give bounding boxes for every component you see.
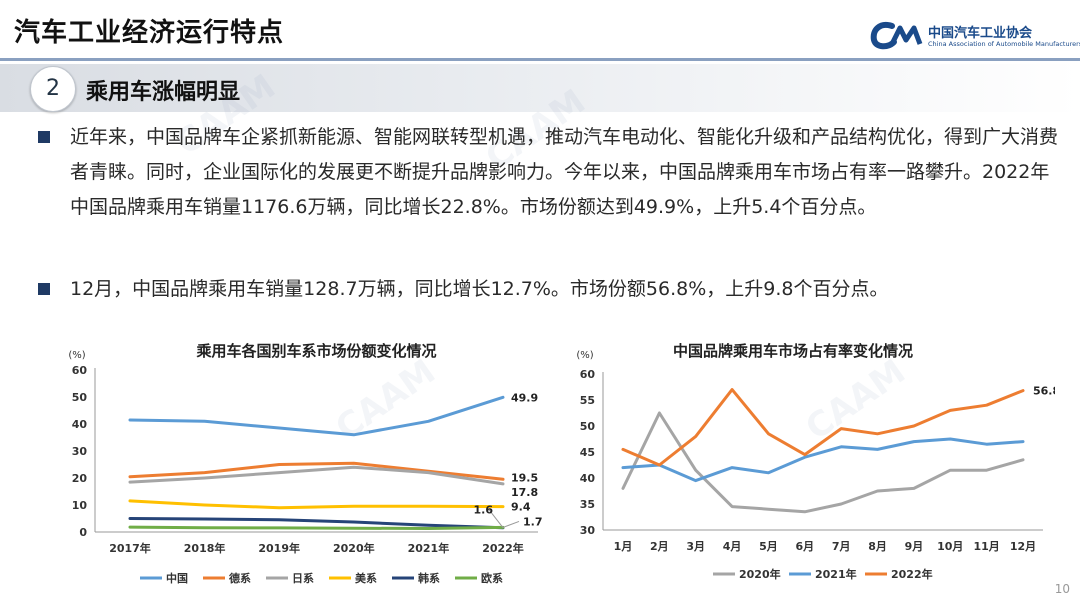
x-tick-label: 2018年	[184, 541, 226, 555]
x-tick-label: 6月	[795, 540, 814, 553]
series-line-欧系	[128, 525, 505, 530]
legend-item: 2020年	[739, 567, 781, 581]
logo-name-cn: 中国汽车工业协会	[928, 26, 1033, 41]
legend-item: 美系	[355, 571, 377, 585]
legend-item: 中国	[166, 571, 188, 585]
legend-item: 韩系	[418, 571, 440, 585]
data-label: 1.7	[523, 515, 543, 528]
section-number: 2	[30, 66, 76, 112]
data-label-leader	[488, 509, 504, 528]
section-title: 乘用车涨幅明显	[86, 80, 241, 105]
title-bar: 汽车工业经济运行特点 中国汽车工业协会 China Association of…	[0, 0, 1080, 62]
x-tick-label: 2019年	[258, 541, 300, 555]
bullet-paragraph-2: 12月，中国品牌乘用车销量128.7万辆，同比增长12.7%。市场份额56.8%…	[70, 278, 889, 300]
y-tick-label: 55	[580, 394, 595, 407]
x-tick-label: 9月	[905, 540, 924, 553]
series-line-美系	[128, 499, 505, 510]
x-tick-label: 10月	[937, 540, 963, 553]
axis-unit-label: (%)	[68, 350, 85, 361]
x-tick-label: 12月	[1010, 540, 1036, 553]
series-line-2020年	[621, 411, 1025, 514]
brand-share-chart: 乘用车各国别车系市场份额变化情况 (%) 0 10 20 30 40 50 60 2017年 201…	[68, 342, 543, 585]
title-divider	[0, 58, 1080, 61]
x-tick-label: 2017年	[109, 541, 151, 555]
caam-logo: 中国汽车工业协会 China Association of Automobile…	[870, 20, 1080, 56]
legend-item: 2022年	[891, 567, 933, 581]
y-tick-label: 30	[580, 524, 596, 537]
y-tick-label: 10	[72, 499, 88, 512]
y-tick-label: 40	[580, 472, 596, 485]
page-number: 10	[1054, 582, 1070, 596]
legend-item: 欧系	[481, 571, 503, 585]
logo-name-en: China Association of Automobile Manufact…	[928, 40, 1080, 48]
legend-item: 2021年	[815, 567, 857, 581]
series-line-日系	[128, 465, 505, 486]
axis-unit-label: (%)	[576, 350, 593, 361]
x-tick-label: 8月	[868, 540, 887, 553]
legend-item: 德系	[228, 571, 251, 585]
data-label: 56.8	[1033, 385, 1055, 398]
y-tick-label: 40	[72, 418, 88, 431]
x-tick-label: 1月	[614, 540, 633, 553]
bullet-marker	[38, 283, 50, 295]
x-tick-label: 11月	[973, 540, 999, 553]
legend-item: 日系	[292, 571, 314, 585]
caam-logo-icon	[870, 22, 923, 50]
data-label: 49.9	[511, 391, 538, 404]
chart-title: 乘用车各国别车系市场份额变化情况	[195, 342, 436, 360]
chart-title: 中国品牌乘用车市场占有率变化情况	[673, 342, 913, 360]
x-tick-label: 4月	[723, 540, 742, 553]
x-tick-label: 7月	[832, 540, 851, 553]
y-tick-label: 50	[580, 420, 596, 433]
series-line-德系	[128, 461, 505, 481]
y-tick-label: 60	[580, 368, 596, 381]
x-tick-label: 2021年	[408, 541, 450, 555]
x-tick-label: 2月	[650, 540, 669, 553]
bullet-paragraph-1: 近年来，中国品牌车企紧抓新能源、智能网联转型机遇，推动汽车电动化、智能化升级和产…	[70, 126, 1059, 218]
x-tick-label: 5月	[759, 540, 778, 553]
y-tick-label: 50	[72, 391, 88, 404]
y-tick-label: 60	[72, 364, 88, 377]
bullet-marker	[38, 131, 50, 143]
data-label: 1.6	[474, 504, 494, 517]
data-label-leader	[502, 520, 520, 528]
series-line-2022年	[621, 388, 1025, 467]
data-label: 17.8	[511, 486, 538, 499]
y-tick-label: 45	[580, 446, 595, 459]
y-tick-label: 20	[72, 472, 88, 485]
series-line-2021年	[621, 437, 1025, 483]
x-tick-label: 2022年	[482, 541, 524, 555]
y-tick-label: 35	[580, 498, 595, 511]
y-tick-label: 30	[72, 445, 88, 458]
x-tick-label: 2020年	[333, 541, 375, 555]
y-tick-label: 0	[79, 526, 87, 539]
data-label: 9.4	[511, 501, 531, 514]
china-brand-monthly-chart: 中国品牌乘用车市场占有率变化情况 (%) 30 35 40 45 50 55 60 1月 2月 3月 4…	[576, 342, 1055, 581]
x-tick-label: 3月	[686, 540, 705, 553]
section-bar	[0, 64, 1080, 112]
data-label: 19.5	[511, 471, 538, 484]
series-line-中国	[128, 395, 505, 437]
series-line-韩系	[128, 517, 505, 530]
page-title: 汽车工业经济运行特点	[14, 18, 285, 48]
